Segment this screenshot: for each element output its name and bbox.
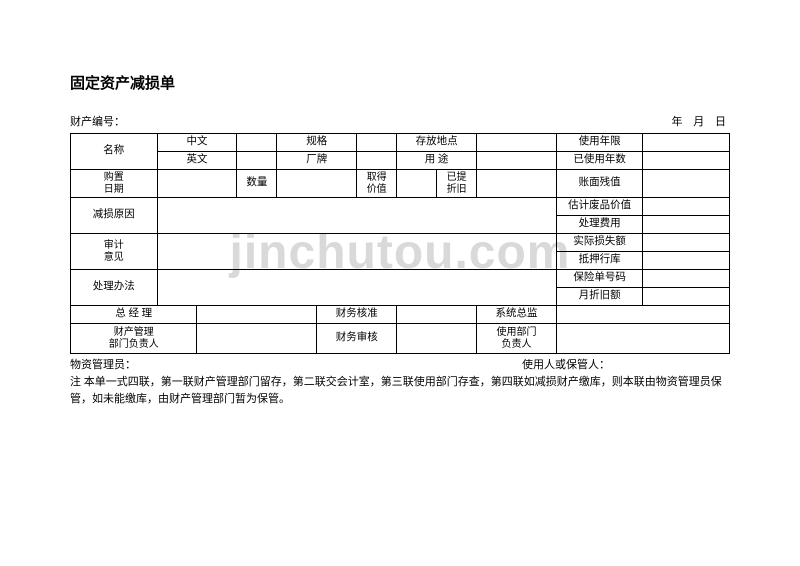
cell-blank	[643, 134, 730, 152]
cell-blank	[477, 134, 557, 152]
cell-handleway: 处理办法	[71, 270, 158, 306]
cell-blank	[197, 324, 317, 354]
cell-blank	[237, 152, 277, 170]
cell-blank	[197, 306, 317, 324]
cell-blank	[357, 152, 397, 170]
cell-blank	[157, 170, 237, 198]
cell-brand: 厂牌	[277, 152, 357, 170]
user-custodian-label: 使用人或保管人：	[522, 356, 730, 372]
cell-blank	[643, 152, 730, 170]
table-row: 购置 日期 数量 取得 价值 已提 折旧 账面残值	[71, 170, 730, 198]
date-label: 年 月 日	[672, 113, 731, 129]
cell-blank	[556, 324, 729, 354]
cell-qty: 数量	[237, 170, 277, 198]
cell-blank	[237, 134, 277, 152]
cell-blank	[643, 170, 730, 198]
cell-blank	[397, 306, 477, 324]
footnote: 注 本单一式四联，第一联财产管理部门留存，第二联交会计室，第三联使用部门存查，第…	[70, 374, 730, 407]
table-row: 减损原因 估计废品价值	[71, 198, 730, 216]
cell-blank	[157, 198, 556, 234]
cell-sysdirector: 系统总监	[477, 306, 557, 324]
table-row: 英文 厂牌 用 途 已使用年数	[71, 152, 730, 170]
cell-spec: 规格	[277, 134, 357, 152]
cell-name: 名称	[71, 134, 158, 170]
cell-blank	[157, 270, 556, 306]
subheader: 财产编号： 年 月 日	[70, 113, 730, 129]
cell-english: 英文	[157, 152, 237, 170]
cell-blank	[643, 216, 730, 234]
cell-deprec: 已提 折旧	[437, 170, 477, 198]
cell-usedepthead: 使用部门 负责人	[477, 324, 557, 354]
cell-blank	[643, 288, 730, 306]
cell-blank	[643, 234, 730, 252]
table-row: 审计 意见 实际损失额	[71, 234, 730, 252]
cell-blank	[477, 170, 557, 198]
table-row: 名称 中文 规格 存放地点 使用年限	[71, 134, 730, 152]
cell-blank	[397, 170, 437, 198]
cell-reason: 减损原因	[71, 198, 158, 234]
page-title: 固定资产减损单	[70, 72, 730, 93]
cell-actualloss: 实际损失额	[556, 234, 643, 252]
table-row: 处理办法 保险单号码	[71, 270, 730, 288]
cell-blank	[357, 134, 397, 152]
cell-usedyears: 已使用年数	[556, 152, 643, 170]
cell-bookval: 账面残值	[556, 170, 643, 198]
cell-finaudit: 财务审核	[317, 324, 397, 354]
cell-chinese: 中文	[157, 134, 237, 152]
cell-monthdeprec: 月折旧额	[556, 288, 643, 306]
cell-usage: 用 途	[397, 152, 477, 170]
cell-blank	[277, 170, 357, 198]
form-page: 固定资产减损单 财产编号： 年 月 日 名称 中文 规格 存放地点 使用年限	[0, 0, 800, 407]
cell-mortgagebank: 抵押行库	[556, 252, 643, 270]
table-row: 总 经 理 财务核准 系统总监	[71, 306, 730, 324]
form-table: 名称 中文 规格 存放地点 使用年限 英文 厂牌 用 途 已使用年数 购置 日期…	[70, 133, 730, 354]
cell-useyears: 使用年限	[556, 134, 643, 152]
material-manager-label: 物资管理员：	[70, 356, 136, 372]
cell-audit: 审计 意见	[71, 234, 158, 270]
cell-blank	[157, 234, 556, 270]
cell-purchasedate: 购置 日期	[71, 170, 158, 198]
cell-finapprove: 财务核准	[317, 306, 397, 324]
cell-acqcost: 取得 价值	[357, 170, 397, 198]
cell-blank	[643, 198, 730, 216]
cell-policyno: 保险单号码	[556, 270, 643, 288]
table-row: 财产管理 部门负责人 财务审核 使用部门 负责人	[71, 324, 730, 354]
footer: 物资管理员： 使用人或保管人：	[70, 356, 730, 372]
asset-number-label: 财产编号：	[70, 113, 125, 129]
cell-gm: 总 经 理	[71, 306, 197, 324]
cell-blank	[397, 324, 477, 354]
cell-scrapval: 估计废品价值	[556, 198, 643, 216]
cell-handlefee: 处理费用	[556, 216, 643, 234]
cell-blank	[556, 306, 729, 324]
cell-assetmgr: 财产管理 部门负责人	[71, 324, 197, 354]
cell-location: 存放地点	[397, 134, 477, 152]
cell-blank	[643, 270, 730, 288]
cell-blank	[643, 252, 730, 270]
cell-blank	[477, 152, 557, 170]
